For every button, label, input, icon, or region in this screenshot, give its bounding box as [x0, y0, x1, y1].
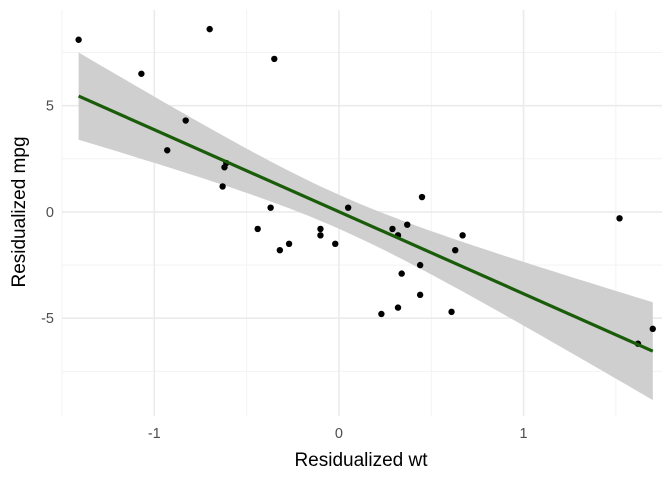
- x-tick-label: -1: [148, 426, 161, 442]
- data-point: [459, 232, 466, 239]
- data-point: [182, 117, 189, 124]
- data-points-layer: [75, 25, 656, 347]
- data-point: [332, 240, 339, 248]
- data-point: [416, 261, 424, 269]
- confidence-band: [78, 52, 653, 401]
- regression-line: [77, 94, 654, 353]
- data-point: [394, 304, 402, 311]
- y-tick-label: 0: [46, 205, 54, 221]
- tick-labels-layer: -1 0 1 -5 0 5: [41, 99, 527, 442]
- data-point: [164, 147, 171, 154]
- y-tick-label: 5: [46, 99, 54, 115]
- regression-line-layer: [77, 94, 654, 353]
- y-tick-label: -5: [41, 311, 54, 327]
- data-point: [206, 25, 213, 33]
- data-point: [138, 70, 145, 77]
- data-point: [448, 308, 455, 316]
- data-point: [616, 215, 623, 222]
- data-point: [649, 325, 656, 333]
- data-point: [254, 225, 261, 233]
- data-point: [75, 36, 82, 43]
- data-point: [378, 310, 385, 318]
- data-point: [276, 246, 284, 254]
- data-point: [418, 193, 426, 201]
- data-point: [398, 270, 405, 277]
- data-point: [271, 55, 278, 63]
- data-point: [219, 183, 226, 190]
- data-point: [285, 240, 293, 248]
- data-point: [267, 204, 274, 211]
- data-point: [416, 291, 424, 299]
- data-point: [452, 246, 459, 254]
- data-point: [317, 225, 324, 233]
- data-point: [317, 232, 324, 239]
- y-axis-title: Residualized mpg: [9, 136, 30, 287]
- data-point: [404, 221, 411, 228]
- data-point: [344, 204, 352, 211]
- x-tick-label: 0: [335, 426, 343, 442]
- confidence-band-layer: [78, 52, 653, 401]
- data-point: [389, 225, 396, 233]
- x-tick-label: 1: [519, 426, 527, 442]
- x-axis-title: Residualized wt: [294, 450, 428, 471]
